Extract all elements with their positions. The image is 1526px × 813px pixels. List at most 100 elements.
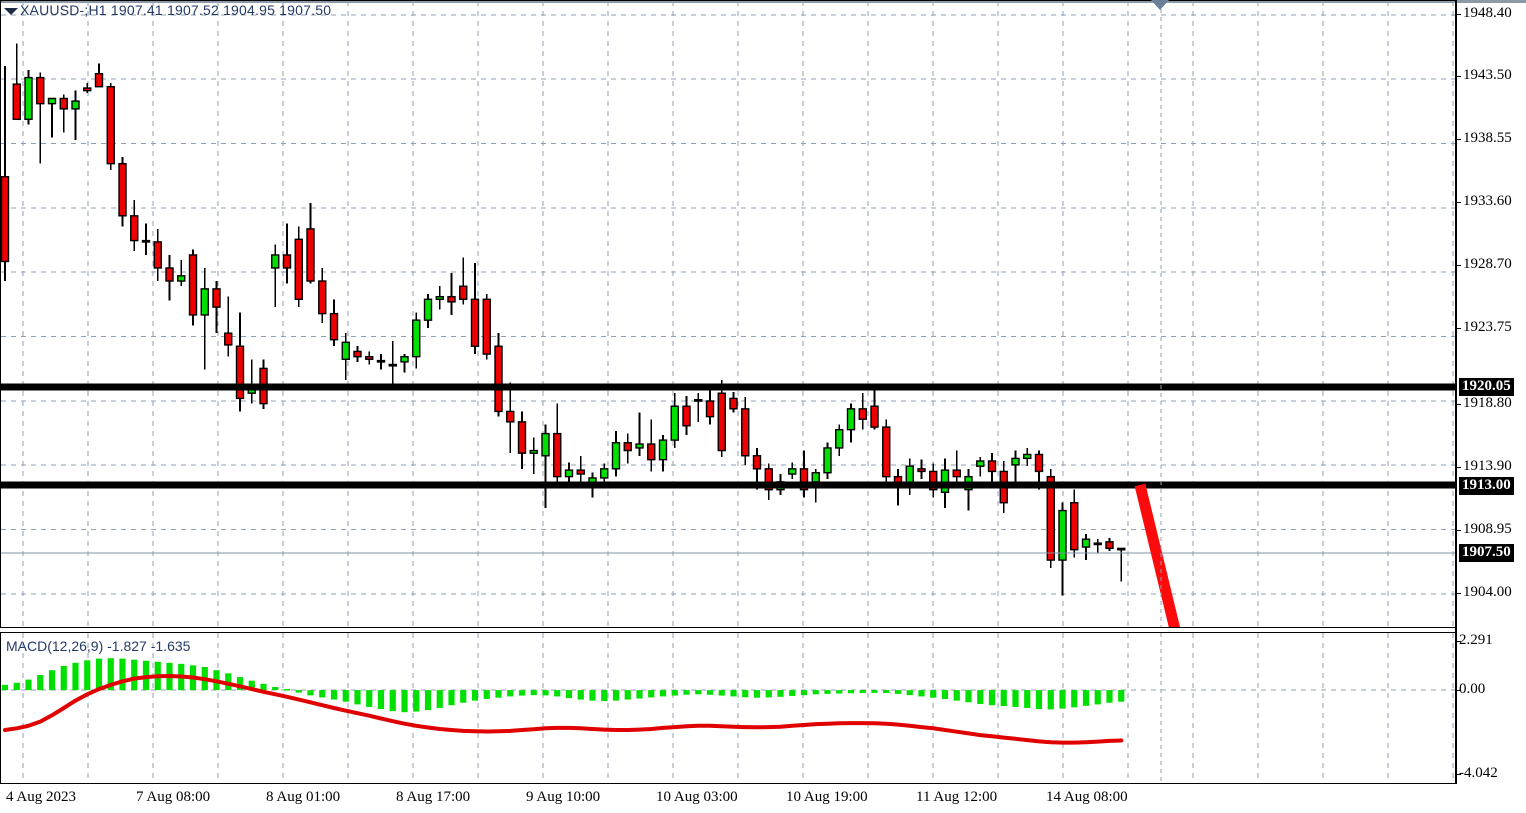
candlestick <box>799 450 809 498</box>
macd-histogram-bar <box>777 690 784 697</box>
macd-axis-label: 0.00 <box>1459 681 1486 697</box>
macd-histogram-bar <box>84 660 91 691</box>
price-axis-label-highlight[interactable]: 1913.00 <box>1459 477 1514 495</box>
macd-histogram-bar <box>95 658 103 691</box>
collapse-triangle-icon[interactable] <box>4 8 18 15</box>
macd-histogram-bar <box>25 679 32 691</box>
candlestick <box>271 244 280 308</box>
candlestick <box>423 294 433 328</box>
macd-histogram-bar <box>683 690 690 695</box>
price-axis-label-highlight[interactable]: 1907.50 <box>1459 544 1514 562</box>
price-axis-label: 1904.00 <box>1463 584 1512 600</box>
macd-histogram-bar <box>988 690 996 706</box>
macd-histogram-bar <box>624 690 631 700</box>
price-axis-tick <box>1456 202 1461 203</box>
price-chart-panel[interactable] <box>0 0 1456 628</box>
macd-histogram-bar <box>1012 690 1019 707</box>
candlestick <box>529 437 538 475</box>
candlestick <box>647 419 656 472</box>
price-axis-tick <box>1456 404 1461 405</box>
macd-histogram-bar <box>871 690 878 693</box>
macd-axis-label: -4.042 <box>1459 765 1498 781</box>
candlestick <box>741 397 750 465</box>
macd-histogram-bar <box>930 690 937 698</box>
candlestick <box>788 462 797 480</box>
macd-histogram-bar <box>319 690 326 698</box>
time-axis-label: 11 Aug 12:00 <box>916 789 998 805</box>
macd-histogram-bar <box>225 673 232 691</box>
macd-histogram-bar <box>859 690 866 694</box>
candlestick <box>94 63 104 88</box>
macd-histogram-bar <box>554 690 561 697</box>
candlestick <box>282 223 292 284</box>
macd-histogram-bar <box>1071 690 1078 708</box>
macd-histogram-bar <box>542 690 549 696</box>
candlestick <box>635 412 644 456</box>
macd-indicator-panel[interactable] <box>0 632 1456 784</box>
macd-histogram-bar <box>366 690 373 707</box>
candlestick <box>459 257 468 305</box>
macd-histogram-bar <box>377 690 385 710</box>
macd-histogram-bar <box>1000 690 1007 707</box>
candlestick <box>976 457 985 477</box>
candlestick <box>294 226 303 308</box>
candlestick <box>823 442 832 480</box>
macd-histogram-bar <box>13 682 20 691</box>
macd-histogram-bar <box>460 690 467 703</box>
macd-histogram-bar <box>906 690 913 696</box>
macd-histogram-bar <box>671 690 678 696</box>
macd-histogram-bar <box>48 670 56 691</box>
time-axis-label: 10 Aug 03:00 <box>656 789 738 805</box>
time-axis-label: 10 Aug 19:00 <box>786 789 868 805</box>
price-axis-label: 1928.70 <box>1463 256 1512 272</box>
candlestick <box>106 82 115 171</box>
candlestick <box>1070 489 1079 558</box>
candlestick <box>623 433 632 464</box>
price-axis-label: 1918.80 <box>1463 395 1512 411</box>
price-axis-label-highlight[interactable]: 1920.05 <box>1459 378 1514 396</box>
time-axis-label: 9 Aug 10:00 <box>526 789 601 805</box>
price-axis-label: 1913.90 <box>1463 458 1512 474</box>
macd-histogram-bar <box>977 690 984 704</box>
candlestick <box>224 296 233 357</box>
macd-histogram-bar <box>718 690 725 696</box>
macd-histogram-bar <box>131 659 138 691</box>
macd-histogram-bar <box>483 690 490 699</box>
candlestick <box>1011 450 1020 484</box>
macd-histogram-bar <box>283 689 291 691</box>
candlestick <box>564 462 574 484</box>
candlestick <box>400 354 409 373</box>
candlestick <box>341 333 350 381</box>
price-axis-label: 1933.60 <box>1463 193 1512 209</box>
candlestick <box>1081 534 1091 561</box>
macd-histogram-bar <box>565 690 573 699</box>
macd-histogram-bar <box>589 690 596 701</box>
candlestick <box>212 281 221 334</box>
macd-histogram-bar <box>812 690 819 695</box>
macd-histogram-bar <box>918 690 925 697</box>
symbol-header: XAUUSD-;H1 1907.41 1907.52 1904.95 1907.… <box>20 2 332 18</box>
macd-axis-tick <box>1456 774 1461 775</box>
macd-histogram-bar <box>401 690 408 713</box>
macd-histogram-bar <box>1047 690 1054 710</box>
candlestick <box>1058 502 1067 596</box>
macd-histogram-bar <box>389 690 396 712</box>
macd-histogram-bar <box>941 690 949 699</box>
candlestick <box>153 228 162 282</box>
candlestick <box>200 267 209 370</box>
candlestick <box>435 286 444 310</box>
macd-histogram-bar <box>765 690 772 698</box>
macd-histogram-bar <box>530 690 537 696</box>
candlestick <box>118 157 127 227</box>
candlestick <box>353 346 362 362</box>
candlestick <box>694 393 703 422</box>
candlestick <box>729 391 738 413</box>
macd-histogram-bar <box>953 690 960 701</box>
macd-histogram-bar <box>789 690 796 696</box>
macd-histogram-bar <box>60 665 67 691</box>
candlestick <box>1023 447 1032 467</box>
candlestick <box>870 390 879 430</box>
candlestick <box>177 260 186 287</box>
candlestick <box>365 351 374 365</box>
